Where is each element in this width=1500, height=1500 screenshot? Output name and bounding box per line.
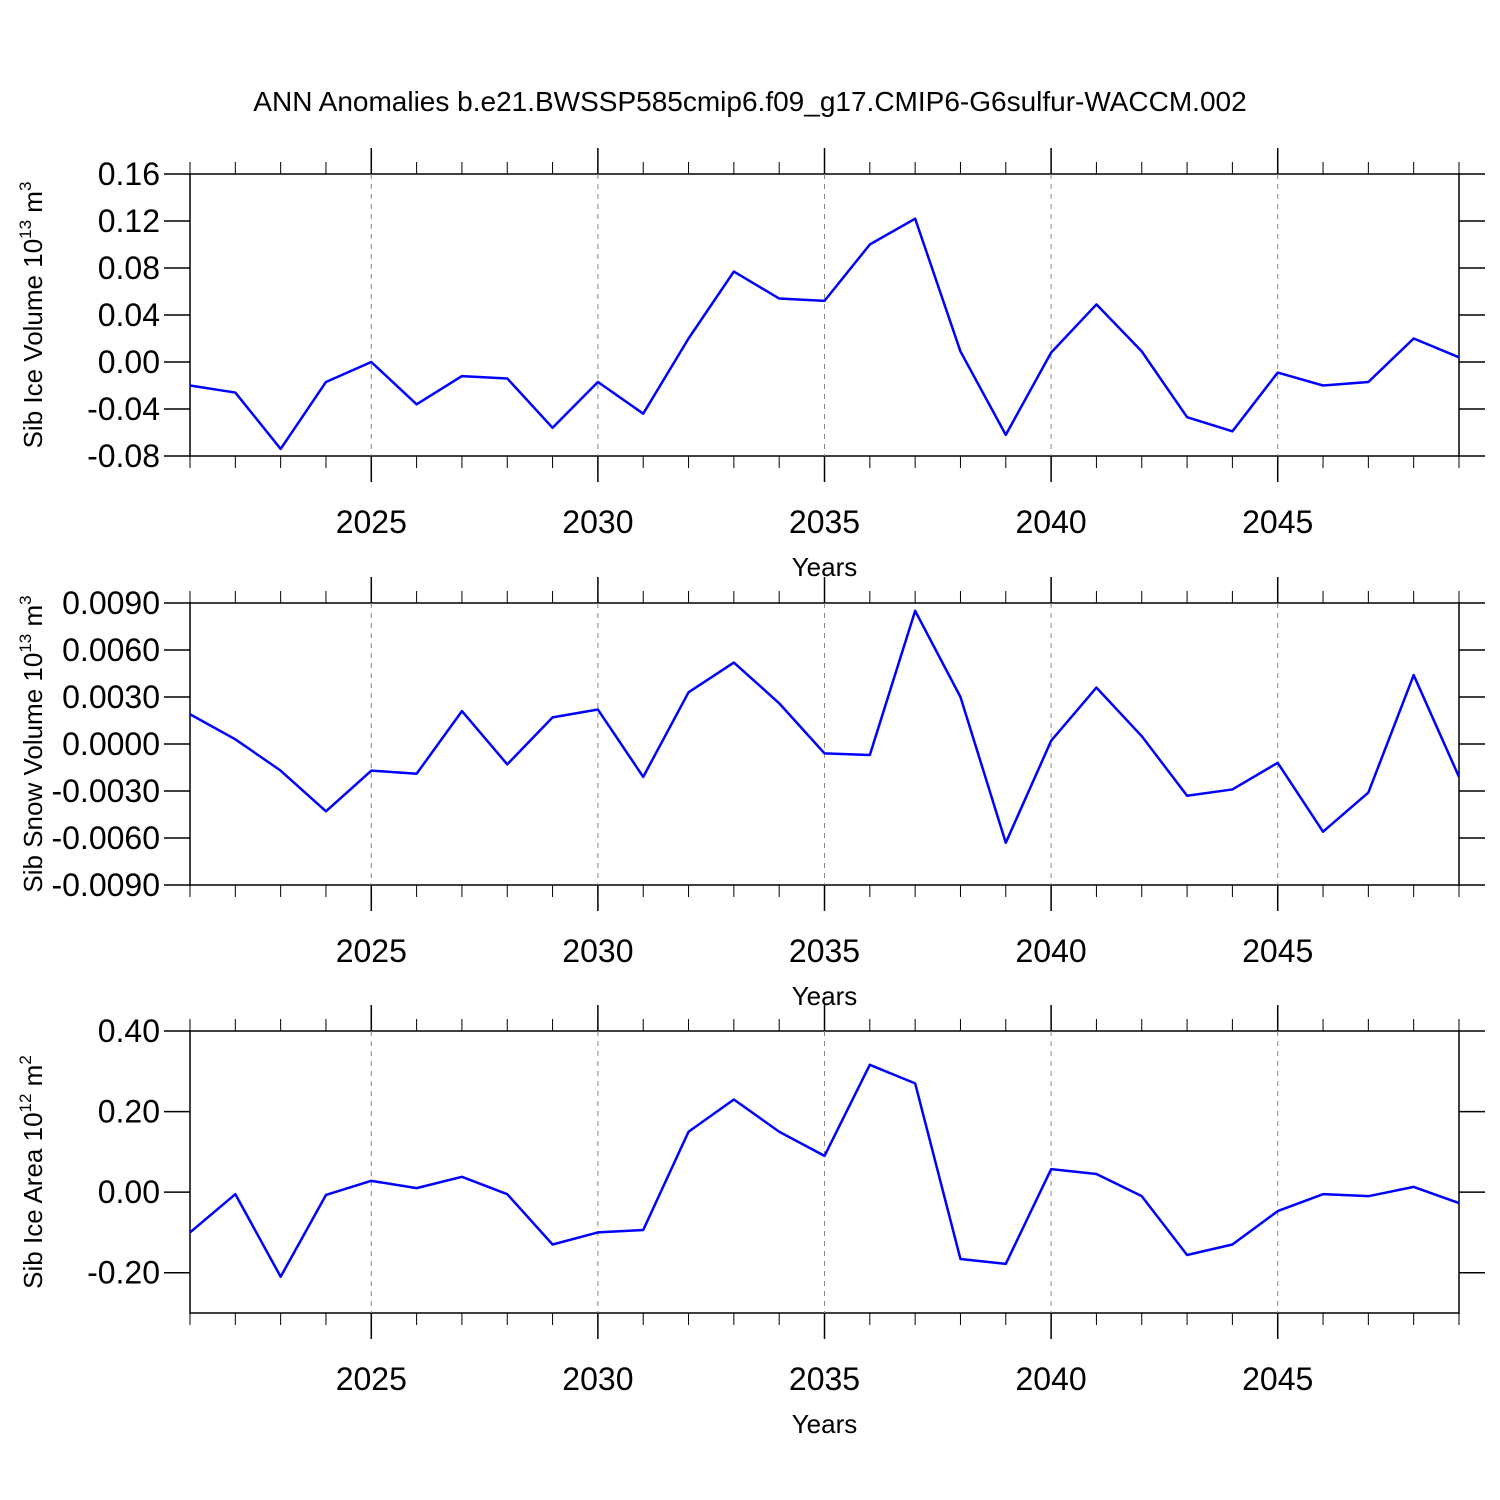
y-axis-label: Sib Snow Volume 1013 m3 <box>16 595 48 892</box>
y-tick-label: -0.20 <box>87 1255 160 1291</box>
y-axis-label-superscript: 13 <box>16 634 35 653</box>
y-tick-label: 0.0090 <box>62 585 160 621</box>
y-axis-label: Sib Ice Area 1012 m2 <box>16 1055 48 1289</box>
x-tick-label: 2045 <box>1242 504 1313 540</box>
y-tick-label: 0.0030 <box>62 679 160 715</box>
y-tick-label: -0.0090 <box>51 867 160 903</box>
y-axis-label: Sib Ice Volume 1013 m3 <box>16 182 48 449</box>
x-tick-label: 2045 <box>1242 933 1313 969</box>
x-tick-label: 2040 <box>1016 933 1087 969</box>
y-tick-label: 0.40 <box>98 1013 160 1049</box>
y-axis-label-part: Sib Ice Volume 10 <box>18 239 48 449</box>
y-tick-label: 0.00 <box>98 344 160 380</box>
x-tick-label: 2025 <box>336 504 407 540</box>
x-axis-label: Years <box>792 1409 858 1439</box>
x-tick-label: 2040 <box>1016 1361 1087 1397</box>
x-tick-label: 2030 <box>562 504 633 540</box>
figure-title: ANN Anomalies b.e21.BWSSP585cmip6.f09_g1… <box>253 86 1246 117</box>
y-tick-label: 0.0060 <box>62 632 160 668</box>
y-tick-label: -0.0030 <box>51 773 160 809</box>
y-axis-label-part: m <box>18 1065 48 1094</box>
y-tick-label: 0.04 <box>98 297 160 333</box>
y-tick-label: 0.0000 <box>62 726 160 762</box>
y-axis-label-part: Sib Snow Volume 10 <box>18 653 48 893</box>
y-axis-label-part: m <box>18 605 48 634</box>
y-tick-label: 0.12 <box>98 203 160 239</box>
x-tick-label: 2025 <box>336 1361 407 1397</box>
y-axis-label-part: m <box>18 191 48 220</box>
y-tick-label: 0.00 <box>98 1174 160 1210</box>
y-tick-label: 0.16 <box>98 156 160 192</box>
x-tick-label: 2025 <box>336 933 407 969</box>
y-tick-label: 0.20 <box>98 1094 160 1130</box>
y-axis-label-superscript: 3 <box>16 182 35 191</box>
y-axis-label-superscript: 3 <box>16 595 35 604</box>
x-tick-label: 2040 <box>1016 504 1087 540</box>
y-tick-label: -0.04 <box>87 391 160 427</box>
x-tick-label: 2035 <box>789 933 860 969</box>
x-tick-label: 2030 <box>562 933 633 969</box>
x-tick-label: 2045 <box>1242 1361 1313 1397</box>
y-axis-label-part: Sib Ice Area 10 <box>18 1112 48 1288</box>
y-axis-label-superscript: 2 <box>16 1055 35 1064</box>
y-axis-label-superscript: 12 <box>16 1094 35 1113</box>
x-tick-label: 2035 <box>789 504 860 540</box>
y-tick-label: -0.0060 <box>51 820 160 856</box>
x-tick-label: 2030 <box>562 1361 633 1397</box>
y-tick-label: 0.08 <box>98 250 160 286</box>
x-tick-label: 2035 <box>789 1361 860 1397</box>
y-tick-label: -0.08 <box>87 438 160 474</box>
data-line <box>189 1063 1460 1278</box>
data-line <box>189 217 1460 451</box>
data-line <box>189 609 1461 844</box>
y-axis-label-superscript: 13 <box>16 220 35 239</box>
